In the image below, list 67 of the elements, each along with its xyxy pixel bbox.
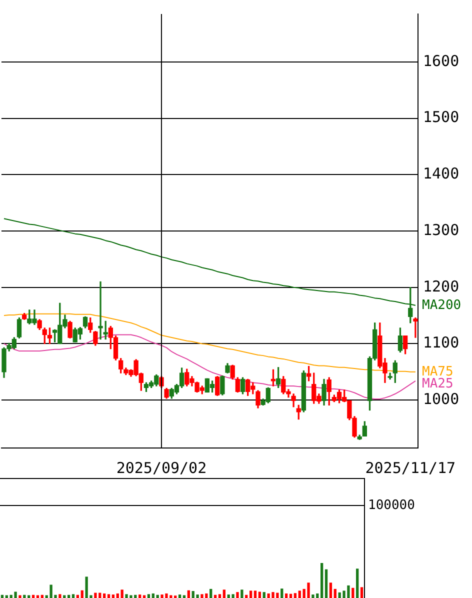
bar (262, 592, 266, 598)
bar (258, 592, 262, 598)
bar (222, 590, 226, 598)
y-tick-label: 1500 (423, 108, 460, 126)
bar (58, 594, 62, 598)
bar (218, 594, 222, 598)
bar (210, 588, 212, 598)
bar (236, 592, 239, 598)
bar (36, 595, 40, 598)
bar (200, 594, 204, 598)
series-label: MA200 (422, 298, 462, 313)
x-tick-label: 2025/11/17 (365, 458, 456, 477)
bar (294, 593, 297, 598)
bar (138, 594, 142, 598)
bar (142, 595, 146, 598)
bar (356, 568, 359, 598)
y-tick-label: 1300 (423, 220, 460, 239)
bar (324, 569, 328, 598)
bar (187, 590, 190, 598)
x-tick-label: 2025/09/02 (116, 458, 207, 477)
bar (245, 594, 248, 598)
bar (232, 594, 234, 598)
bar (14, 592, 17, 598)
bar (67, 594, 70, 598)
bar (360, 587, 364, 598)
bar (240, 590, 244, 598)
bar (352, 588, 354, 598)
bar (63, 595, 66, 598)
bar (196, 594, 199, 598)
bar (178, 594, 182, 598)
y-tick-label: 1100 (423, 334, 460, 352)
bar (76, 594, 80, 598)
bar (102, 593, 106, 598)
bar (80, 590, 84, 598)
bar (0, 594, 4, 598)
bar (107, 594, 110, 598)
bar (152, 593, 154, 598)
bar (284, 593, 288, 598)
bar (23, 594, 26, 598)
bar (28, 595, 30, 598)
bar (254, 590, 257, 598)
text: 100000 (368, 498, 415, 513)
candlestick (98, 281, 103, 340)
bar (329, 582, 332, 598)
bar (5, 595, 8, 598)
bar (156, 594, 159, 598)
y-tick-label: 1000 (423, 390, 460, 408)
bar (312, 594, 314, 598)
bar (182, 595, 186, 598)
bar (40, 594, 44, 598)
bar (334, 588, 336, 598)
bar (320, 563, 324, 598)
bar (249, 590, 252, 598)
y-tick-label: 1600 (423, 52, 460, 70)
bar (120, 590, 124, 598)
bar (94, 592, 97, 598)
y-tick-label: 1200 (423, 277, 460, 296)
bar (112, 594, 115, 598)
bar (289, 594, 292, 598)
bar (18, 595, 22, 598)
bar (32, 594, 35, 598)
bar (72, 594, 75, 598)
bar (147, 594, 150, 598)
candlestick (413, 317, 418, 338)
bar (280, 588, 284, 598)
bar (214, 594, 217, 598)
y-tick-label: 1400 (423, 164, 460, 183)
